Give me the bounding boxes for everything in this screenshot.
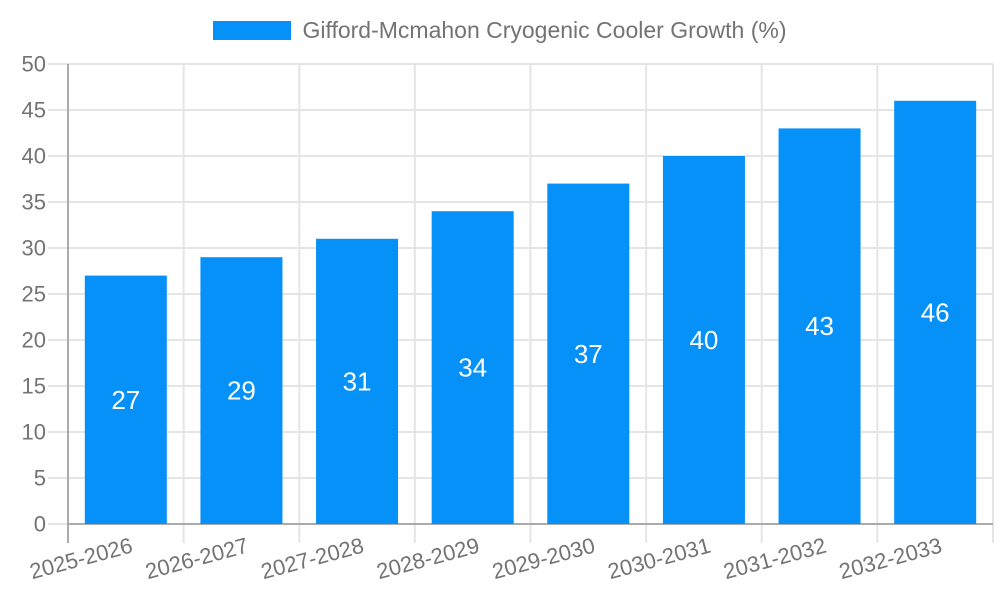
bar-value-label: 27 — [111, 385, 140, 415]
x-tick-label: 2032-2033 — [836, 533, 944, 584]
bar[interactable] — [84, 275, 167, 524]
bar-value-label: 40 — [689, 325, 718, 355]
bar-value-label: 34 — [458, 353, 487, 383]
bar[interactable] — [894, 100, 977, 525]
bar[interactable] — [662, 156, 745, 524]
y-tick-label: 5 — [34, 466, 46, 491]
legend-swatch-icon — [213, 21, 292, 40]
y-tick-label: 35 — [22, 190, 46, 215]
bar[interactable] — [316, 238, 399, 525]
legend-item[interactable]: Gifford-Mcmahon Cryogenic Cooler Growth … — [213, 17, 787, 44]
y-tick-label: 25 — [22, 282, 46, 307]
y-tick-label: 50 — [22, 52, 46, 77]
bar[interactable] — [200, 257, 283, 524]
legend: Gifford-Mcmahon Cryogenic Cooler Growth … — [0, 17, 1000, 44]
y-tick-label: 30 — [22, 236, 46, 261]
bar-value-label: 46 — [921, 297, 950, 327]
y-tick-label: 15 — [22, 374, 46, 399]
x-tick-label: 2027-2028 — [258, 533, 366, 584]
y-tick-label: 0 — [34, 512, 46, 537]
bar-value-label: 31 — [343, 366, 372, 396]
x-tick-label: 2028-2029 — [374, 533, 482, 584]
x-tick-label: 2031-2032 — [721, 533, 829, 584]
y-tick-label: 40 — [22, 144, 46, 169]
bar[interactable] — [431, 211, 514, 524]
bar-value-label: 29 — [227, 376, 256, 406]
bar[interactable] — [778, 128, 861, 524]
x-tick-label: 2026-2027 — [143, 533, 251, 584]
legend-label: Gifford-Mcmahon Cryogenic Cooler Growth … — [302, 17, 787, 43]
y-tick-label: 45 — [22, 98, 46, 123]
x-tick-label: 2029-2030 — [490, 533, 598, 584]
y-tick-label: 20 — [22, 328, 46, 353]
x-tick-label: 2030-2031 — [605, 533, 713, 584]
y-tick-label: 10 — [22, 420, 46, 445]
x-tick-label: 2025-2026 — [27, 533, 135, 584]
bar-value-label: 37 — [574, 339, 603, 369]
bar[interactable] — [547, 183, 630, 524]
bar-value-label: 43 — [805, 311, 834, 341]
